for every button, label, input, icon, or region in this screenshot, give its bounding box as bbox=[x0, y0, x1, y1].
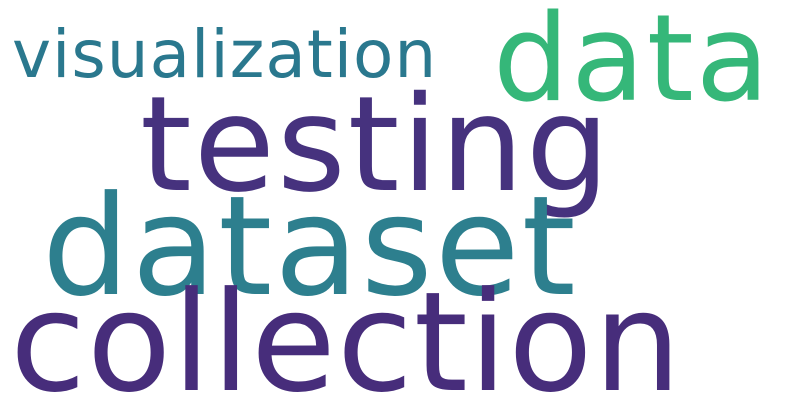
word-collection: collection bbox=[10, 262, 683, 407]
word-testing: testing bbox=[140, 68, 612, 222]
word-dataset: dataset bbox=[42, 166, 578, 327]
word-visualization: visualization bbox=[12, 16, 438, 93]
word-data: data bbox=[493, 0, 772, 129]
